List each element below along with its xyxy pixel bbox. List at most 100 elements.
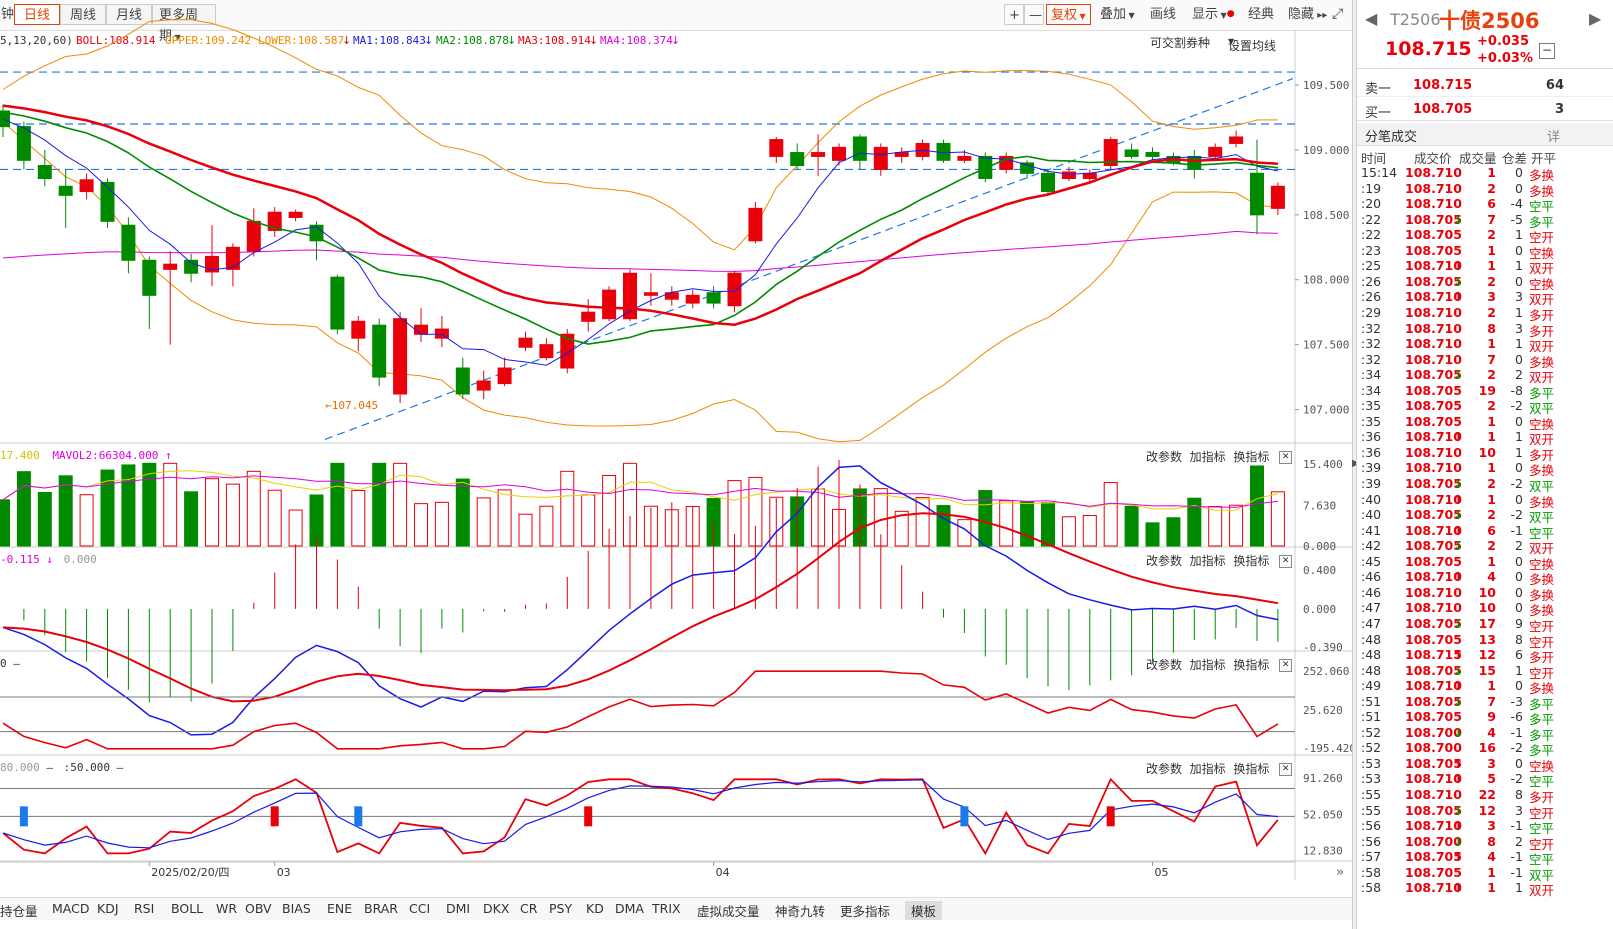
indicator-tab[interactable]: KDJ	[97, 901, 119, 916]
tick-row: :56 108.710 3 -1 空平 ↑	[1357, 818, 1613, 836]
tick-time: :46	[1361, 569, 1382, 585]
adjust-button[interactable]: 复权 ▼	[1046, 4, 1091, 25]
tick-type: 空开	[1529, 836, 1555, 852]
tick-type: 多平	[1529, 385, 1555, 401]
tick-price: 108.710	[1405, 600, 1462, 616]
arrow-down-icon: ↓	[1453, 615, 1464, 631]
candle-body	[205, 255, 219, 273]
change-params-button[interactable]: 改参数	[1146, 554, 1183, 568]
indicator-tab[interactable]: PSY	[549, 901, 573, 916]
indicator-tab[interactable]: 模板	[905, 901, 943, 920]
tick-oi-change: -1	[1510, 818, 1523, 834]
volume-bar	[184, 491, 199, 547]
close-icon[interactable]: ✕	[1279, 451, 1293, 464]
indicator-tab[interactable]: BOLL	[171, 901, 204, 916]
indicator-tab[interactable]: DMI	[446, 901, 471, 916]
zoom-in-button[interactable]: +	[1004, 4, 1024, 25]
tick-oi-change: 3	[1515, 320, 1523, 336]
tick-price: 108.710	[1405, 818, 1462, 834]
tick-oi-change: 1	[1515, 227, 1523, 243]
period-tab-minute-cut[interactable]: 钟	[1, 7, 15, 22]
zoom-out-button[interactable]: —	[1024, 4, 1044, 25]
change-params-button[interactable]: 改参数	[1146, 762, 1183, 776]
indicator-tab[interactable]: 持仓量	[0, 904, 38, 919]
indicator-tab[interactable]: DKX	[483, 901, 510, 916]
switch-indicator-button[interactable]: 换指标	[1233, 554, 1270, 568]
tick-volume: 2	[1487, 180, 1496, 196]
tick-volume: 10	[1478, 584, 1496, 600]
panel-divider[interactable]: ▶	[1352, 0, 1360, 929]
tick-type: 多开	[1529, 307, 1555, 323]
period-tab-weekly[interactable]: 周线	[60, 4, 106, 25]
candle	[37, 149, 52, 187]
add-indicator-button[interactable]: 加指标	[1189, 450, 1226, 464]
indicator-tab[interactable]: BIAS	[282, 901, 311, 916]
next-contract-icon[interactable]: ▶	[1589, 9, 1602, 28]
volume-bar	[581, 494, 596, 547]
indicator-tab[interactable]: DMA	[615, 901, 644, 916]
switch-indicator-button[interactable]: 换指标	[1233, 450, 1270, 464]
ticks-detail-button[interactable]: 详	[1547, 130, 1561, 145]
add-indicator-button[interactable]: 加指标	[1189, 762, 1226, 776]
indicator-tab[interactable]: BRAR	[364, 901, 398, 916]
classic-button[interactable]: 经典	[1248, 7, 1275, 22]
tick-row: :20 108.710 6 -4 空平	[1357, 196, 1613, 214]
change-params-button[interactable]: 改参数	[1146, 658, 1183, 672]
draw-line-button[interactable]: 画线	[1150, 7, 1177, 22]
switch-indicator-button[interactable]: 换指标	[1233, 762, 1270, 776]
overlay-button[interactable]: 叠加 ▼	[1096, 4, 1139, 25]
indicator-tab[interactable]: RSI	[134, 901, 155, 916]
tick-price: 108.715	[1405, 647, 1462, 663]
tick-row: :49 108.710 1 0 多换 ↑	[1357, 678, 1613, 696]
indicator-tab[interactable]: MACD	[52, 901, 90, 916]
period-tab-daily[interactable]: 日线	[14, 4, 60, 25]
candle-body	[1041, 172, 1055, 192]
switch-indicator-button[interactable]: 换指标	[1233, 658, 1270, 672]
tradable-bonds-button[interactable]: 可交割券种	[1150, 36, 1211, 50]
collapse-handle-icon[interactable]: ▶	[1352, 458, 1360, 469]
tick-type: 空开	[1529, 618, 1555, 634]
tick-volume: 3	[1487, 818, 1496, 834]
tick-oi-change: 2	[1515, 538, 1523, 554]
tick-volume: 2	[1487, 273, 1496, 289]
period-tab-monthly[interactable]: 月线	[106, 4, 152, 25]
tick-type: 空换	[1529, 556, 1555, 572]
tick-type: 多平	[1529, 214, 1555, 230]
candle-body	[1082, 172, 1097, 180]
close-icon[interactable]: ✕	[1279, 763, 1293, 776]
arrow-down-icon: ↓	[1453, 802, 1464, 818]
fullscreen-icon[interactable]: ⤢	[1332, 6, 1344, 22]
candle	[811, 134, 826, 176]
indicator-tab[interactable]: ENE	[327, 901, 353, 916]
candle-body	[685, 294, 700, 304]
indicator-tab[interactable]: CR	[520, 901, 538, 916]
close-icon[interactable]: ✕	[1279, 659, 1293, 672]
add-indicator-button[interactable]: 加指标	[1189, 554, 1226, 568]
tick-row: :19 108.710 2 0 多换	[1357, 180, 1613, 199]
y-tick-label: 108.000	[1303, 274, 1349, 287]
add-indicator-button[interactable]: 加指标	[1189, 658, 1226, 672]
tick-type: 多平	[1529, 712, 1555, 728]
tick-oi-change: 0	[1515, 351, 1523, 367]
tick-volume: 15	[1478, 662, 1496, 678]
prev-contract-icon[interactable]: ◀	[1365, 9, 1378, 28]
indicator-tab[interactable]: CCI	[409, 901, 431, 916]
change-params-button[interactable]: 改参数	[1146, 450, 1183, 464]
indicator-tab[interactable]: 更多指标	[840, 904, 891, 919]
candle	[1145, 147, 1160, 161]
hide-button[interactable]: 隐藏 ▸▸	[1284, 4, 1331, 25]
tick-oi-change: 2	[1515, 833, 1523, 849]
indicator-tab[interactable]: OBV	[245, 901, 272, 916]
kdj-legend: 80.000 — :50.000 —	[0, 761, 124, 774]
kline-chart[interactable]: 109.500 109.000 108.500 108.000 107.500 107.0…	[0, 0, 1352, 897]
indicator-tab[interactable]: KD	[586, 901, 604, 916]
indicator-tab[interactable]: TRIX	[652, 901, 681, 916]
indicator-tab[interactable]: WR	[216, 901, 238, 916]
display-button[interactable]: 显示 ▼●	[1188, 4, 1239, 25]
indicator-tab[interactable]: 神奇九转	[775, 904, 826, 919]
minimize-icon[interactable]: −	[1539, 43, 1555, 59]
close-icon[interactable]: ✕	[1279, 555, 1293, 568]
candle	[0, 104, 10, 137]
indicator-tab[interactable]: 虚拟成交量	[697, 904, 760, 919]
arrow-up-icon: ↑	[1453, 522, 1464, 538]
